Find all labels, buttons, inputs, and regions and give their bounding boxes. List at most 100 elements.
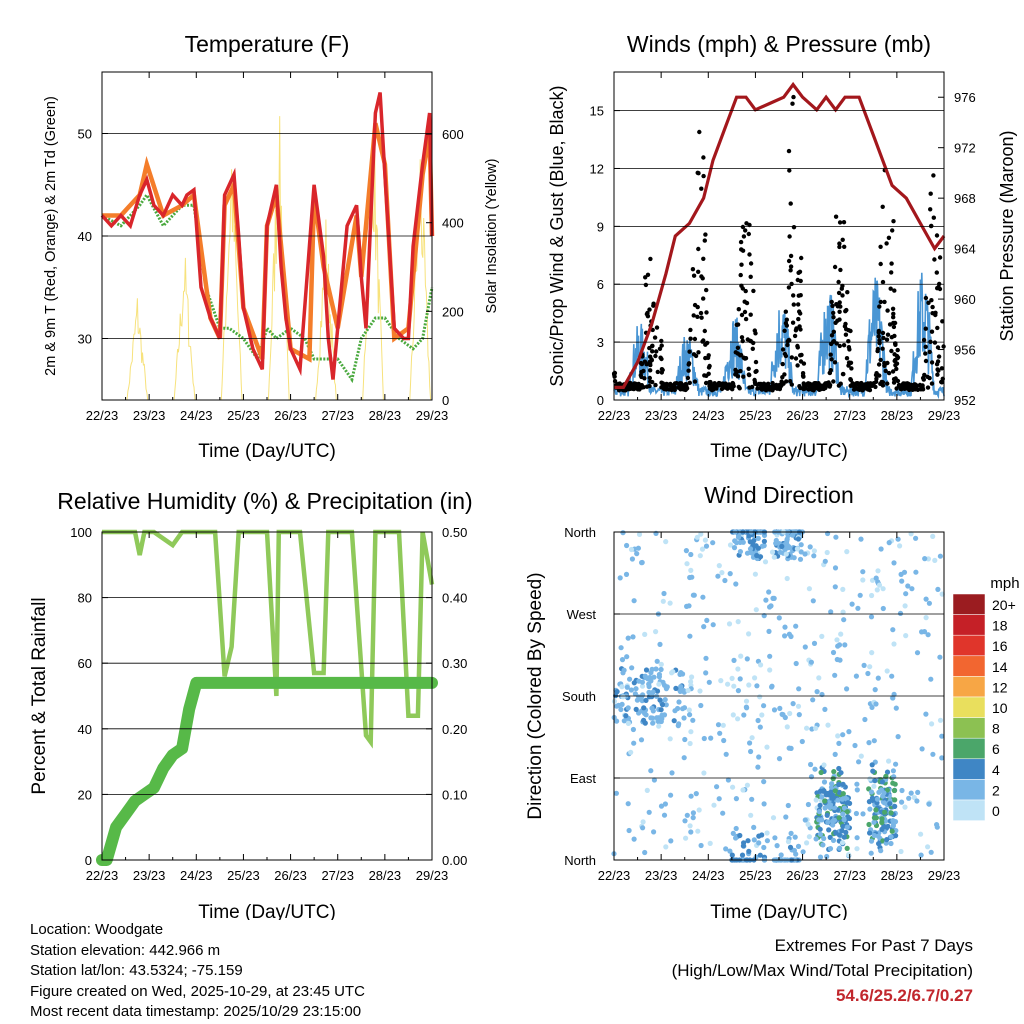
direction-point [678, 684, 684, 690]
direction-point [878, 848, 884, 854]
gust-point [688, 336, 693, 341]
legend-swatch [952, 737, 986, 760]
direction-point [902, 603, 908, 609]
gust-point [846, 360, 852, 365]
direction-point [845, 800, 851, 806]
gust-point [929, 360, 935, 365]
direction-ytick-label: South [562, 689, 596, 704]
direction-point [727, 571, 733, 577]
direction-point [788, 830, 794, 837]
gust-point [921, 337, 927, 343]
direction-point [808, 659, 815, 665]
direction-point [872, 778, 878, 784]
direction-series [611, 529, 945, 863]
direction-point [694, 534, 700, 540]
direction-point [749, 796, 755, 802]
direction-point [782, 633, 788, 639]
solar-ytick-label-right: 600 [442, 127, 464, 142]
precip-ytick-label-right: 0.30 [442, 656, 467, 671]
direction-point [723, 846, 729, 852]
gust-point [940, 319, 945, 324]
gust-point [790, 320, 796, 325]
direction-point [835, 797, 841, 803]
direction-xlabel: Time (Day/UTC) [710, 902, 848, 920]
direction-point [923, 711, 929, 717]
direction-point [880, 605, 886, 612]
direction-point [683, 548, 690, 554]
direction-point [663, 702, 669, 708]
dir-xtick-label: 25/23 [739, 868, 772, 883]
legend-title: mph [990, 575, 1019, 592]
direction-point [708, 735, 714, 741]
gust-point [843, 332, 849, 337]
direction-point [908, 790, 914, 796]
direction-point [817, 826, 823, 832]
direction-point [620, 670, 626, 676]
direction-point [729, 675, 735, 682]
direction-point [871, 819, 877, 825]
wind-xtick-label: 24/23 [692, 408, 725, 423]
direction-point [698, 842, 704, 849]
gust-point [797, 309, 802, 314]
gust-point [648, 362, 653, 368]
direction-point [923, 615, 929, 621]
gust-point [874, 376, 879, 381]
gust-point [795, 343, 800, 349]
gust-point [644, 362, 649, 367]
direction-point [757, 724, 763, 730]
direction-point [879, 826, 885, 833]
direction-point [720, 722, 726, 728]
gust-point [837, 244, 842, 250]
precip-total-line [96, 676, 438, 866]
direction-point [646, 809, 652, 815]
gust-point [845, 290, 850, 295]
gust-point [791, 225, 797, 230]
direction-point [629, 556, 636, 562]
gust-point [873, 384, 878, 390]
direction-point [788, 633, 794, 640]
gust-point [876, 334, 881, 339]
gust-point [788, 268, 793, 273]
direction-point [794, 546, 801, 552]
direction-point [812, 766, 818, 772]
direction-point [918, 831, 924, 837]
gust-point [643, 275, 648, 280]
direction-point [903, 633, 909, 639]
direction-point [735, 688, 742, 694]
direction-point [879, 819, 885, 826]
gust-point [891, 219, 896, 224]
gust-point [929, 298, 934, 303]
legend-label: 8 [992, 721, 1000, 737]
direction-point [808, 774, 815, 780]
gust-point [883, 368, 888, 374]
gust-point [937, 286, 943, 292]
direction-point [840, 791, 846, 797]
direction-point [710, 540, 716, 546]
direction-point [627, 676, 633, 682]
rh-line [102, 529, 435, 749]
direction-point [873, 701, 879, 707]
gust-point [683, 387, 688, 393]
direction-point [716, 563, 722, 569]
direction-point [832, 672, 838, 678]
gust-point [932, 257, 937, 262]
direction-point [805, 801, 812, 808]
direction-point [817, 802, 823, 808]
direction-point [633, 706, 639, 713]
direction-point [811, 548, 818, 554]
direction-point [795, 703, 802, 709]
direction-point [875, 675, 881, 681]
gust-point [706, 371, 711, 376]
gust-point [826, 381, 832, 387]
direction-point [827, 802, 834, 808]
direction-point [932, 557, 938, 564]
direction-point [790, 701, 796, 707]
gust-point [648, 256, 653, 262]
direction-point [874, 587, 880, 593]
direction-point [846, 815, 853, 822]
gust-point [631, 386, 636, 392]
direction-point [872, 687, 878, 693]
direction-point [930, 533, 936, 540]
gust-point [939, 366, 945, 371]
direction-point [806, 586, 813, 592]
